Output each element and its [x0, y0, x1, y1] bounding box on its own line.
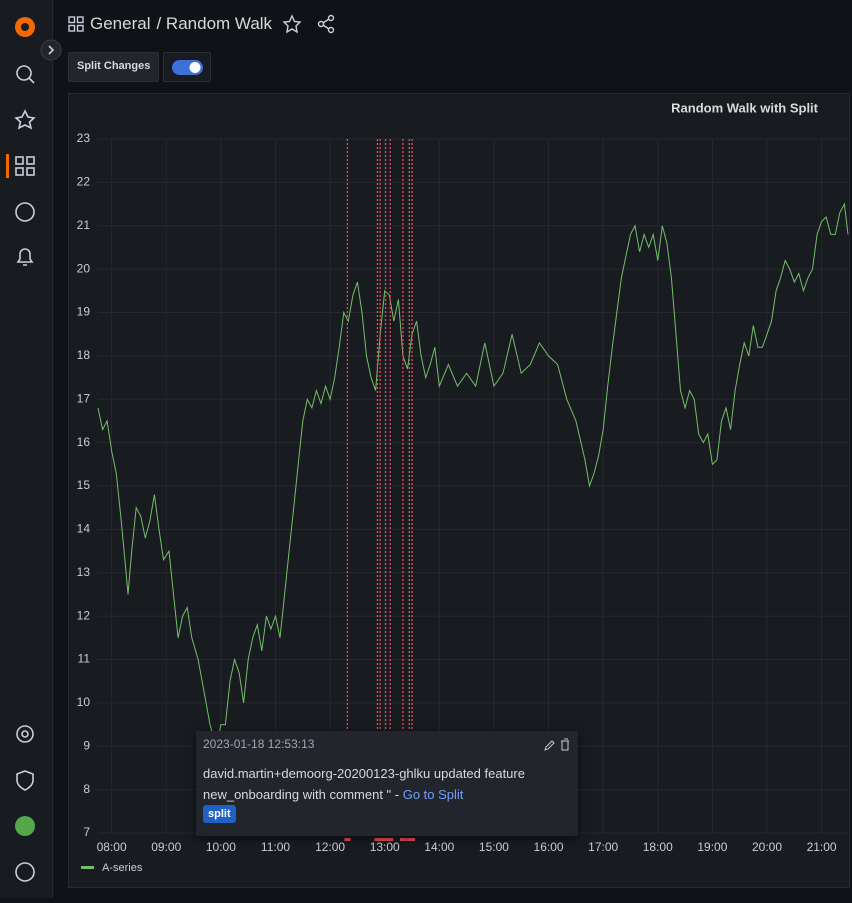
tooltip-link[interactable]: Go to Split	[402, 787, 464, 802]
user-avatar[interactable]	[15, 816, 35, 836]
y-tick-label: 22	[77, 175, 91, 189]
x-tick-label: 16:00	[534, 840, 564, 854]
annotation-marker	[399, 838, 406, 841]
explore-icon[interactable]	[15, 202, 35, 222]
annotation-marker	[382, 838, 389, 841]
active-indicator	[6, 154, 9, 178]
y-tick-label: 14	[77, 522, 91, 536]
y-tick-label: 21	[77, 218, 91, 232]
help-icon[interactable]	[15, 862, 35, 882]
x-tick-label: 14:00	[424, 840, 454, 854]
x-tick-label: 15:00	[479, 840, 509, 854]
y-tick-label: 16	[77, 435, 91, 449]
x-tick-label: 10:00	[206, 840, 236, 854]
admin-icon[interactable]	[16, 770, 34, 791]
x-tick-label: 12:00	[315, 840, 345, 854]
dashboards-icon[interactable]	[15, 156, 24, 165]
dashboard-title[interactable]: / Random Walk	[156, 14, 273, 33]
alerting-icon[interactable]	[16, 248, 34, 266]
x-tick-label: 20:00	[752, 840, 782, 854]
y-tick-label: 13	[77, 565, 91, 579]
y-tick-label: 10	[77, 695, 91, 709]
star-button[interactable]	[282, 14, 302, 34]
x-tick-label: 08:00	[97, 840, 127, 854]
y-tick-label: 15	[77, 478, 91, 492]
grid-icon	[68, 16, 84, 32]
x-tick-label: 17:00	[588, 840, 618, 854]
y-tick-label: 9	[83, 738, 90, 752]
settings-icon[interactable]	[16, 725, 34, 743]
toggle[interactable]	[163, 52, 212, 82]
y-tick-label: 17	[77, 391, 91, 405]
y-tick-label: 18	[77, 348, 91, 362]
x-tick-label: 18:00	[643, 840, 673, 854]
x-tick-label: 11:00	[261, 840, 290, 854]
x-tick-label: 09:00	[151, 840, 181, 854]
y-tick-label: 8	[83, 782, 90, 796]
y-tick-label: 11	[78, 652, 91, 666]
sidebar-icons	[6, 17, 36, 882]
tooltip-time: 2023-01-18 12:53:13	[203, 737, 315, 751]
x-tick-label: 19:00	[697, 840, 727, 854]
series-line	[97, 202, 849, 747]
x-tick-label: 13:00	[370, 840, 400, 854]
y-tick-label: 20	[77, 261, 91, 275]
legend-swatch	[81, 866, 94, 869]
logo-center	[21, 23, 29, 31]
x-tick-label: 21:00	[807, 840, 837, 854]
panel-title: Random Walk with Split	[671, 100, 819, 115]
y-tick-label: 12	[77, 608, 91, 622]
annotation-marker	[344, 838, 351, 841]
search-icon[interactable]	[16, 65, 32, 81]
tooltip-text: david.martin+demoorg-20200123-ghlku upda…	[203, 766, 525, 802]
share-button[interactable]	[316, 14, 336, 34]
annotation-marker	[377, 838, 384, 841]
sidebar	[0, 0, 53, 898]
legend-label: A-series	[102, 862, 143, 874]
expand-button[interactable]	[40, 39, 62, 61]
y-tick-label: 19	[77, 305, 91, 319]
folder-name[interactable]: General	[90, 14, 151, 33]
tooltip-actions[interactable]	[542, 738, 572, 752]
variable-label: Split Changes	[68, 52, 160, 82]
annotation-marker	[387, 838, 394, 841]
breadcrumb: General / Random Walk	[68, 12, 336, 36]
variables: Split Changes	[68, 52, 212, 82]
y-tick-label: 23	[77, 131, 91, 145]
grid	[98, 138, 848, 834]
annotation-tooltip: 2023-01-18 12:53:13 david.martin+demoorg…	[196, 731, 578, 836]
annotation-marker	[409, 838, 416, 841]
tooltip-tag[interactable]: split	[203, 805, 236, 823]
starred-icon[interactable]	[14, 109, 36, 130]
y-tick-label: 7	[83, 825, 90, 839]
